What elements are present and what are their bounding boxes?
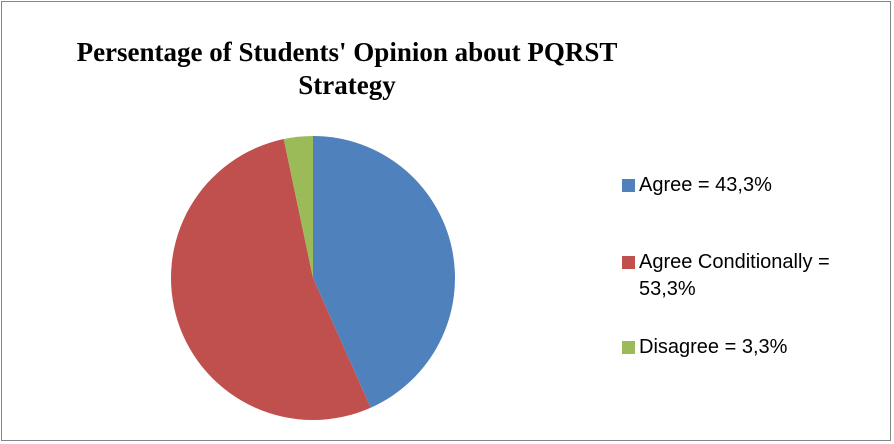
legend-label-agree: Agree = 43,3%: [639, 174, 772, 196]
legend-label-disagree: Disagree = 3,3%: [639, 336, 788, 358]
pie-slice-agree-conditionally: [170, 139, 371, 421]
pie-chart: [170, 136, 456, 421]
legend-item-agree-conditionally: Agree Conditionally = 53,3%: [622, 249, 887, 303]
legend-label-agree-conditionally: Agree Conditionally = 53,3%: [639, 251, 830, 300]
legend-swatch-agree-conditionally: [622, 256, 635, 269]
legend-swatch-disagree: [622, 341, 635, 354]
pie-slice-disagree: [283, 136, 313, 278]
legend-item-disagree: Disagree = 3,3%: [622, 334, 887, 361]
legend-item-agree: Agree = 43,3%: [622, 172, 887, 199]
legend-swatch-agree: [622, 179, 635, 192]
chart-title: Persentage of Students' Opinion about PQ…: [76, 37, 618, 100]
pie-slice-agree: [313, 136, 456, 408]
